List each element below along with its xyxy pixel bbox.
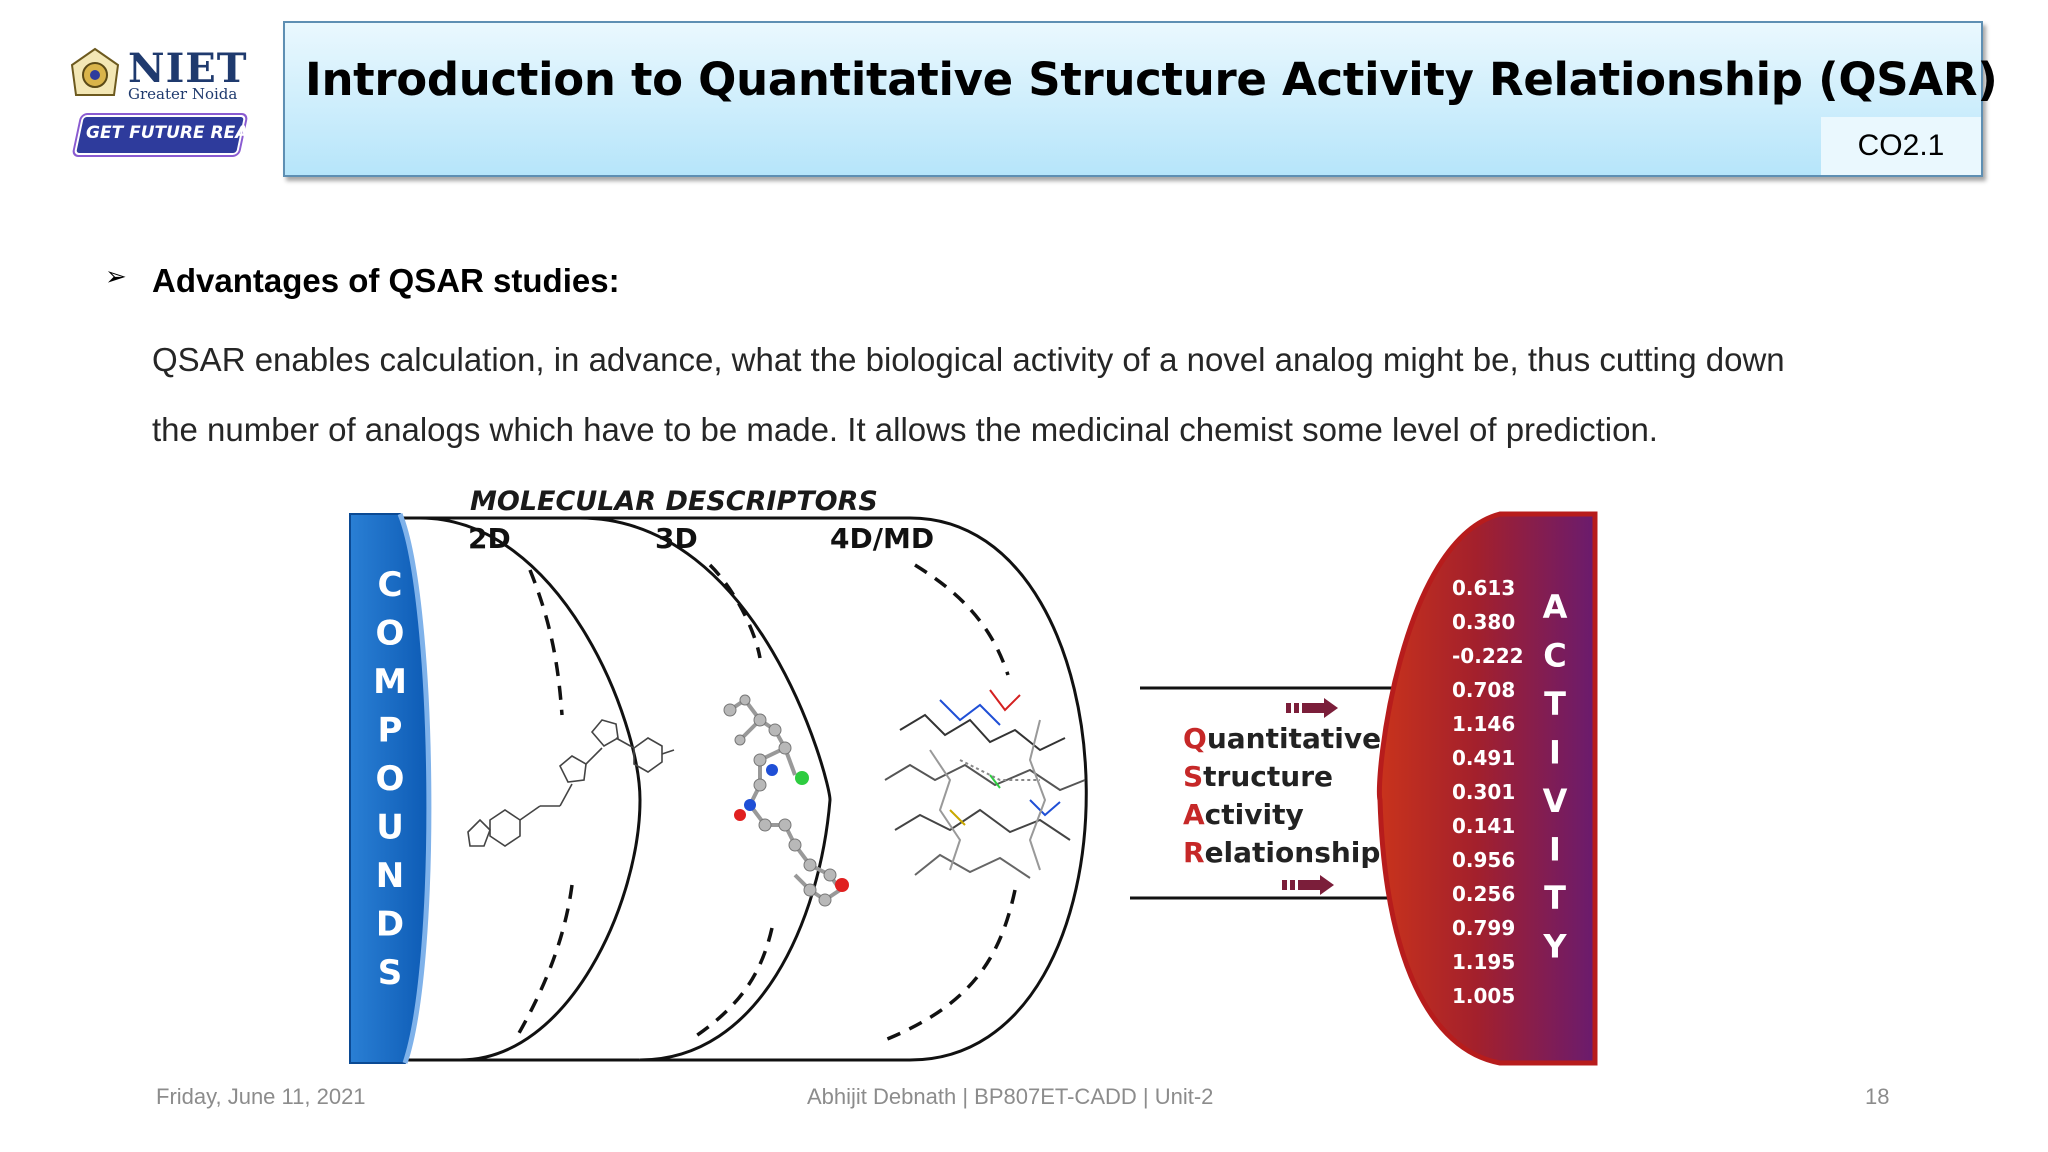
descriptor-label-2d: 2D bbox=[468, 522, 511, 555]
arrow-icon-top bbox=[1286, 698, 1338, 718]
activity-letter-2: T bbox=[1544, 685, 1566, 723]
activity-letter-4: V bbox=[1543, 782, 1568, 820]
qsar-word-structure: Structure bbox=[1183, 760, 1333, 793]
activity-value-9: 0.256 bbox=[1452, 882, 1515, 906]
niet-emblem-icon bbox=[70, 47, 120, 96]
logo-tagline: GET FUTURE READY bbox=[86, 123, 274, 143]
2d-dashed-curve-top bbox=[528, 569, 564, 716]
niet-logo: NIET Greater Noida GET FUTURE READY bbox=[70, 45, 273, 165]
activity-value-0: 0.613 bbox=[1452, 576, 1515, 600]
slide-title: Introduction to Quantitative Structure A… bbox=[305, 53, 1998, 106]
3d-molecule-model bbox=[723, 694, 849, 907]
qsar-diagram: MOLECULAR DESCRIPTORS 2D 3D 4D/MD bbox=[349, 486, 1598, 1066]
paragraph-line-2: the number of analogs which have to be m… bbox=[152, 411, 1658, 448]
arrow-icon-bottom bbox=[1282, 875, 1334, 895]
footer-date: Friday, June 11, 2021 bbox=[156, 1084, 366, 1109]
title-banner: Introduction to Quantitative Structure A… bbox=[283, 21, 1998, 177]
compounds-bar-edge bbox=[397, 513, 432, 1064]
3d-dashed-curve-top bbox=[708, 563, 762, 659]
page-number: 18 bbox=[1865, 1084, 1890, 1109]
2d-molecule-structure bbox=[467, 719, 675, 847]
activity-letter-3: I bbox=[1549, 734, 1561, 772]
md-molecule-ensemble bbox=[884, 689, 1086, 879]
qsar-word-activity: Activity bbox=[1183, 798, 1304, 831]
qsar-word-quantitative: Quantitative bbox=[1183, 722, 1381, 755]
compounds-letter-7: D bbox=[376, 905, 404, 945]
activity-value-10: 0.799 bbox=[1452, 916, 1515, 940]
section-heading: Advantages of QSAR studies: bbox=[152, 262, 620, 299]
activity-value-2: -0.222 bbox=[1452, 644, 1524, 668]
compounds-letter-0: C bbox=[378, 565, 403, 605]
md-dashed-curve-top bbox=[914, 563, 1010, 676]
activity-panel bbox=[1376, 511, 1598, 1066]
activity-value-7: 0.141 bbox=[1452, 814, 1515, 838]
activity-letter-6: T bbox=[1544, 879, 1566, 917]
activity-letter-0: A bbox=[1543, 588, 1568, 626]
activity-letter-1: C bbox=[1543, 637, 1566, 675]
activity-value-11: 1.195 bbox=[1452, 950, 1515, 974]
descriptor-label-4d: 4D/MD bbox=[830, 522, 934, 555]
activity-value-6: 0.301 bbox=[1452, 780, 1515, 804]
activity-value-1: 0.380 bbox=[1452, 610, 1515, 634]
course-outcome-tag: CO2.1 bbox=[1821, 117, 1981, 175]
logo-subtitle: Greater Noida bbox=[128, 85, 238, 103]
activity-letter-7: Y bbox=[1542, 928, 1567, 966]
activity-value-8: 0.956 bbox=[1452, 848, 1515, 872]
bullet-arrow-icon: ➢ bbox=[105, 262, 127, 292]
3d-dashed-curve-bottom bbox=[689, 927, 774, 1042]
logo-name: NIET bbox=[128, 45, 248, 92]
paragraph: QSAR enables calculation, in advance, wh… bbox=[152, 325, 1952, 465]
compounds-letter-2: M bbox=[373, 662, 407, 702]
activity-values-list: 0.613 0.380 -0.222 0.708 1.146 0.491 0.301 0.14… bbox=[1452, 576, 1524, 1008]
2d-dashed-curve-bottom bbox=[513, 884, 574, 1041]
descriptors-title: MOLECULAR DESCRIPTORS bbox=[470, 486, 878, 517]
activity-value-4: 1.146 bbox=[1452, 712, 1515, 736]
compounds-letter-5: U bbox=[376, 808, 404, 848]
activity-value-5: 0.491 bbox=[1452, 746, 1515, 770]
paragraph-line-1: QSAR enables calculation, in advance, wh… bbox=[152, 341, 1785, 378]
compounds-letter-8: S bbox=[378, 953, 403, 993]
footer-author-course: Abhijit Debnath | BP807ET-CADD | Unit-2 bbox=[807, 1084, 1214, 1109]
compounds-letter-3: P bbox=[378, 711, 403, 751]
compounds-letter-6: N bbox=[376, 856, 404, 896]
2d-descriptor-shell bbox=[419, 516, 642, 1062]
compounds-letter-4: O bbox=[376, 759, 405, 799]
3d-descriptor-shell bbox=[579, 516, 832, 1062]
activity-value-12: 1.005 bbox=[1452, 984, 1515, 1008]
activity-value-3: 0.708 bbox=[1452, 678, 1515, 702]
activity-letter-5: I bbox=[1549, 831, 1561, 869]
md-dashed-curve-bottom bbox=[884, 889, 1017, 1042]
descriptor-label-3d: 3D bbox=[655, 522, 698, 555]
compounds-letter-1: O bbox=[376, 614, 405, 654]
qsar-word-relationships: Relationships bbox=[1183, 836, 1397, 869]
